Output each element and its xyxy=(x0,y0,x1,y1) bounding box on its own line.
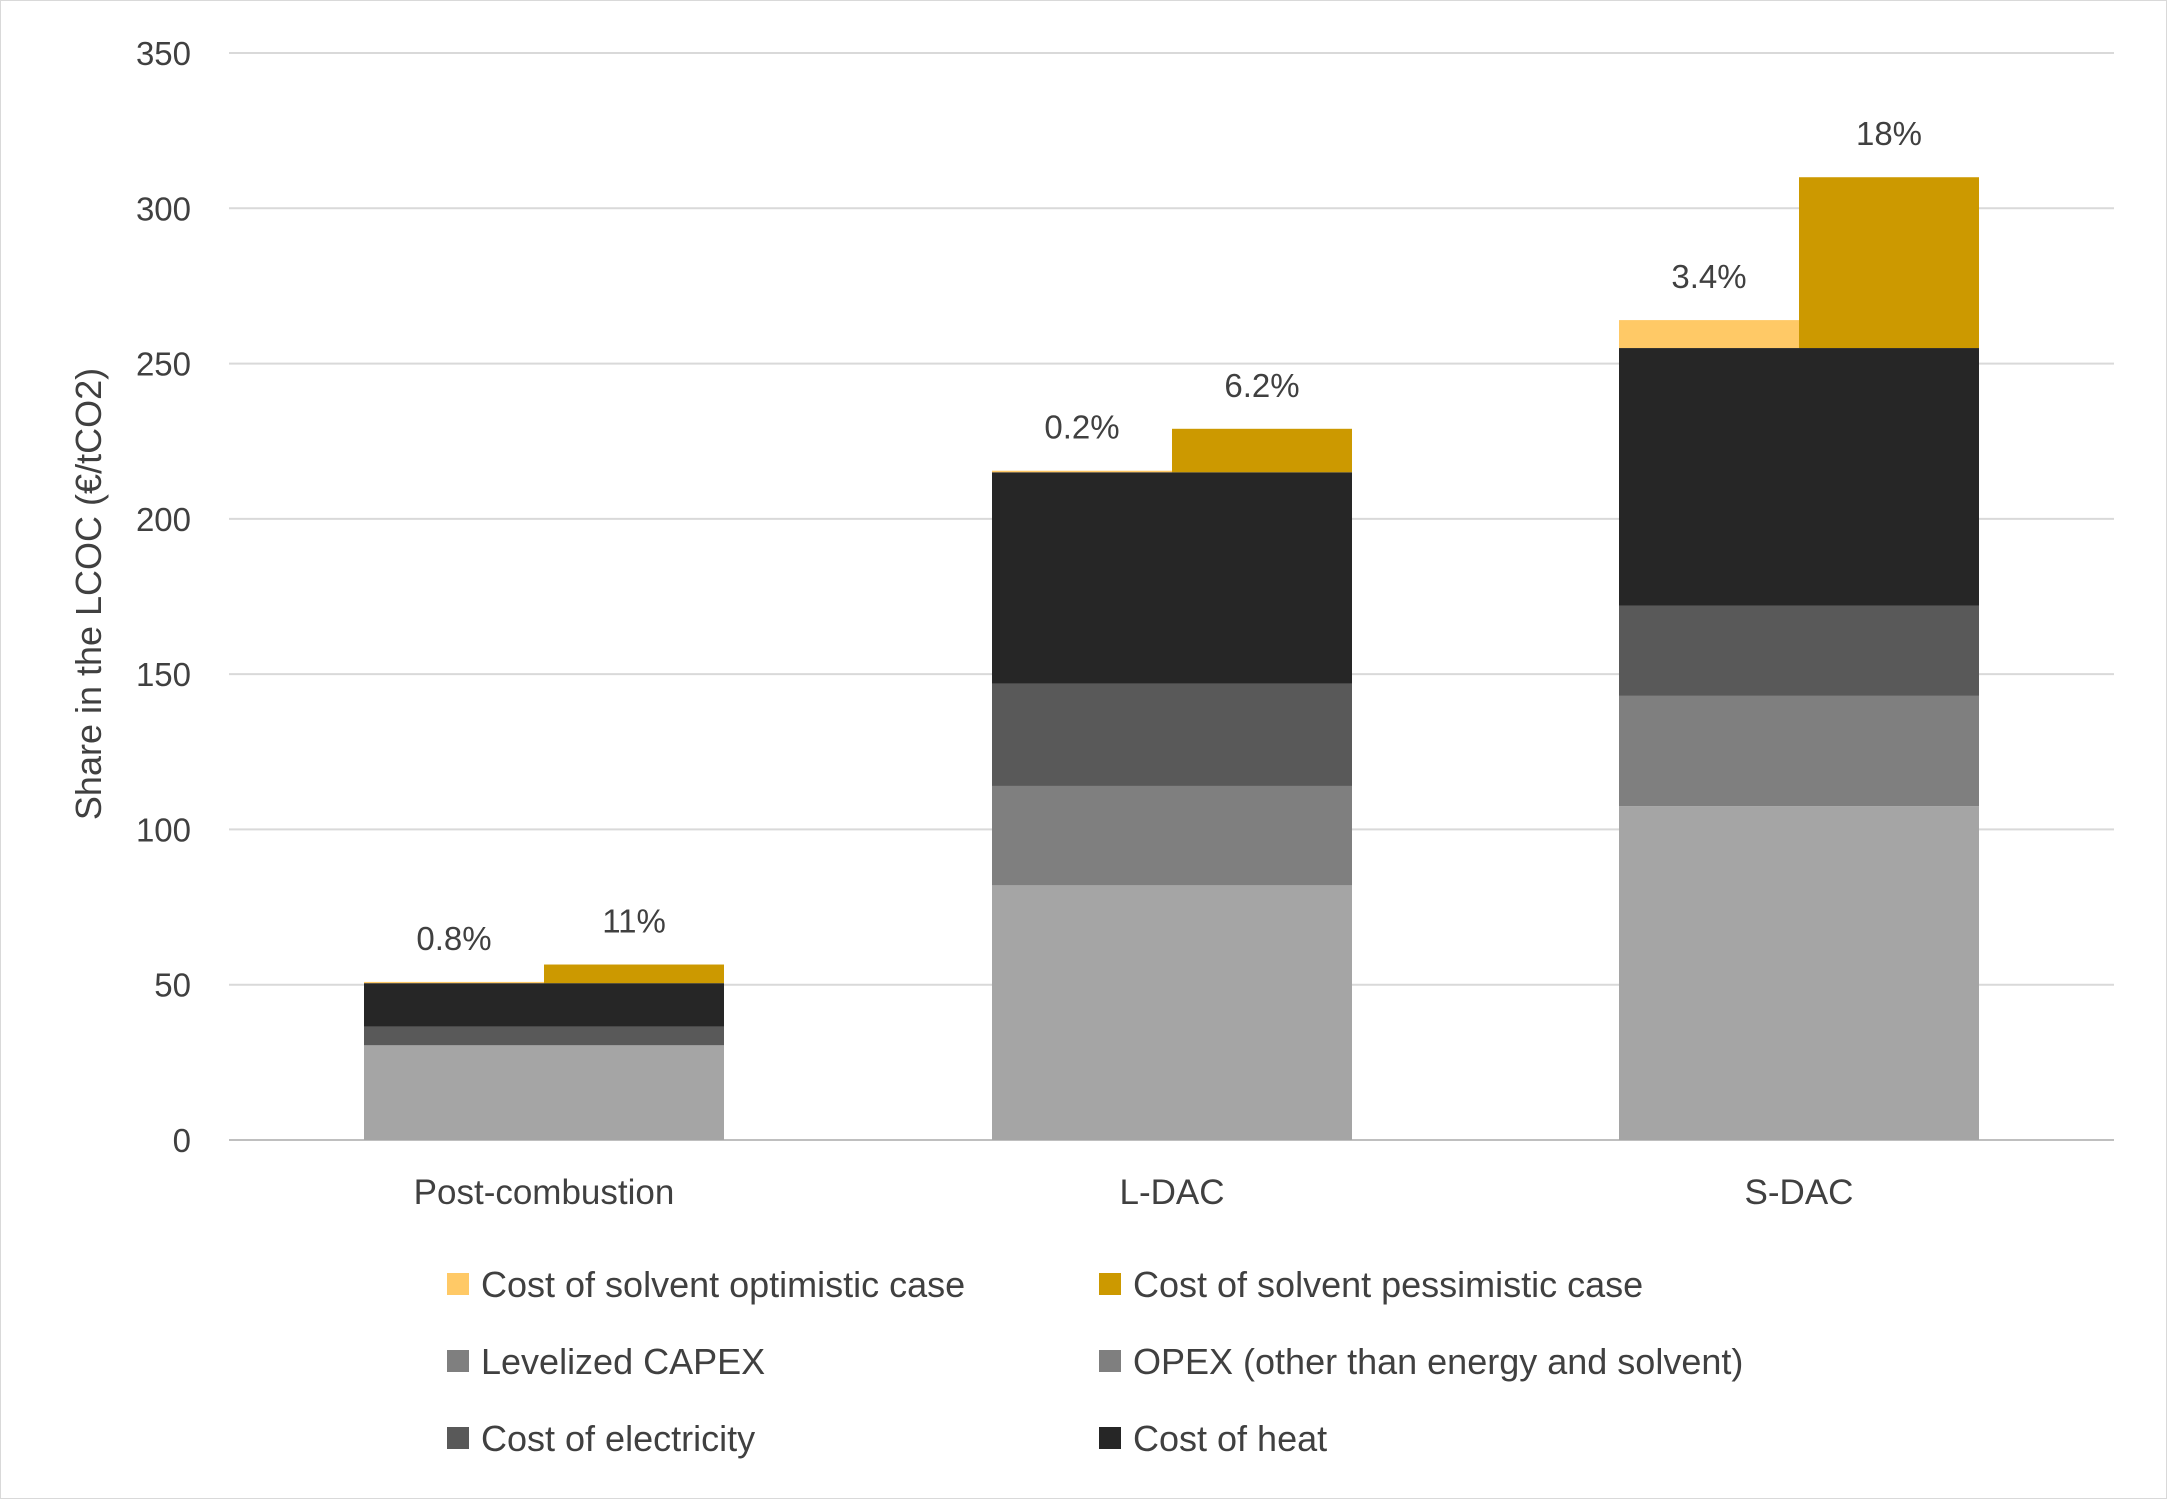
bar-S-DAC-pessimistic-s0 xyxy=(1799,806,1979,1140)
legend-swatch-2 xyxy=(447,1350,469,1372)
bar-S-DAC-pessimistic-s1 xyxy=(1799,695,1979,807)
legend-swatch-3 xyxy=(1099,1350,1121,1372)
legend-swatch-0 xyxy=(447,1273,469,1295)
y-tick-label-150: 150 xyxy=(136,656,191,693)
bar-L-DAC-pessimistic-s5 xyxy=(1172,428,1352,473)
bar-S-DAC-pessimistic-s2 xyxy=(1799,605,1979,696)
y-tick-label-0: 0 xyxy=(173,1122,191,1159)
bar-L-DAC-pessimistic-s1 xyxy=(1172,785,1352,886)
bar-Post-combustion-pessimistic-s3 xyxy=(544,983,724,1027)
bar-Post-combustion-optimistic-s2 xyxy=(364,1026,544,1046)
bar-S-DAC-optimistic-s1 xyxy=(1619,695,1799,807)
legend-label-4: Cost of electricity xyxy=(481,1418,755,1459)
category-label-Post-combustion: Post-combustion xyxy=(414,1173,675,1212)
bar-Post-combustion-pessimistic-s2 xyxy=(544,1026,724,1046)
bar-Post-combustion-optimistic-s0 xyxy=(364,1045,544,1140)
legend-label-1: Cost of solvent pessimistic case xyxy=(1133,1264,1643,1305)
legend-swatch-4 xyxy=(447,1427,469,1449)
y-axis-label: Share in the LCOC (€/tCO2) xyxy=(68,368,109,820)
bar-S-DAC-optimistic-s4 xyxy=(1619,320,1799,349)
y-axis-ticks: 0 50 100 150 200 250 300 350 xyxy=(136,35,191,1159)
bar-Post-combustion-optimistic-s3 xyxy=(364,983,544,1027)
bar-L-DAC-optimistic-s3 xyxy=(992,472,1172,684)
bar-L-DAC-pessimistic-s3 xyxy=(1172,472,1352,684)
y-tick-label-300: 300 xyxy=(136,190,191,227)
legend: Cost of solvent optimistic case Cost of s… xyxy=(447,1264,1743,1459)
legend-label-2: Levelized CAPEX xyxy=(481,1341,765,1382)
bar-S-DAC-optimistic-s2 xyxy=(1619,605,1799,696)
bar-L-DAC-optimistic-s0 xyxy=(992,885,1172,1140)
category-label-L-DAC: L-DAC xyxy=(1119,1173,1224,1212)
legend-label-3: OPEX (other than energy and solvent) xyxy=(1133,1341,1743,1382)
bar-Post-combustion-pessimistic-s5 xyxy=(544,964,724,984)
category-labels: Post-combustion L-DAC S-DAC xyxy=(414,1173,1854,1212)
category-label-S-DAC: S-DAC xyxy=(1745,1173,1854,1212)
y-tick-label-50: 50 xyxy=(154,967,191,1004)
data-label-S-DAC-optimistic: 3.4% xyxy=(1671,258,1746,295)
bar-Post-combustion-pessimistic-s0 xyxy=(544,1045,724,1140)
bar-L-DAC-pessimistic-s2 xyxy=(1172,683,1352,786)
data-label-L-DAC-pessimistic: 6.2% xyxy=(1224,367,1299,404)
data-label-Post-combustion-optimistic: 0.8% xyxy=(416,920,491,957)
bar-S-DAC-optimistic-s0 xyxy=(1619,806,1799,1140)
bar-L-DAC-optimistic-s2 xyxy=(992,683,1172,786)
y-tick-label-200: 200 xyxy=(136,501,191,538)
y-tick-label-100: 100 xyxy=(136,811,191,848)
y-tick-label-350: 350 xyxy=(136,35,191,72)
y-tick-label-250: 250 xyxy=(136,346,191,383)
bar-S-DAC-optimistic-s3 xyxy=(1619,348,1799,606)
legend-label-5: Cost of heat xyxy=(1133,1418,1327,1459)
bar-L-DAC-optimistic-s4 xyxy=(992,470,1172,473)
bars xyxy=(364,177,1979,1140)
data-label-S-DAC-pessimistic: 18% xyxy=(1856,115,1922,152)
bar-S-DAC-pessimistic-s3 xyxy=(1799,348,1979,606)
data-labels: 0.8% 11% 0.2% 6.2% 3.4% 18% xyxy=(416,115,1922,957)
legend-swatch-1 xyxy=(1099,1273,1121,1295)
bar-L-DAC-optimistic-s1 xyxy=(992,785,1172,886)
legend-label-0: Cost of solvent optimistic case xyxy=(481,1264,965,1305)
bar-L-DAC-pessimistic-s0 xyxy=(1172,885,1352,1140)
data-label-L-DAC-optimistic: 0.2% xyxy=(1044,409,1119,446)
bar-Post-combustion-optimistic-s4 xyxy=(364,981,544,984)
legend-swatch-5 xyxy=(1099,1427,1121,1449)
bar-S-DAC-pessimistic-s5 xyxy=(1799,177,1979,349)
data-label-Post-combustion-pessimistic: 11% xyxy=(602,903,666,940)
